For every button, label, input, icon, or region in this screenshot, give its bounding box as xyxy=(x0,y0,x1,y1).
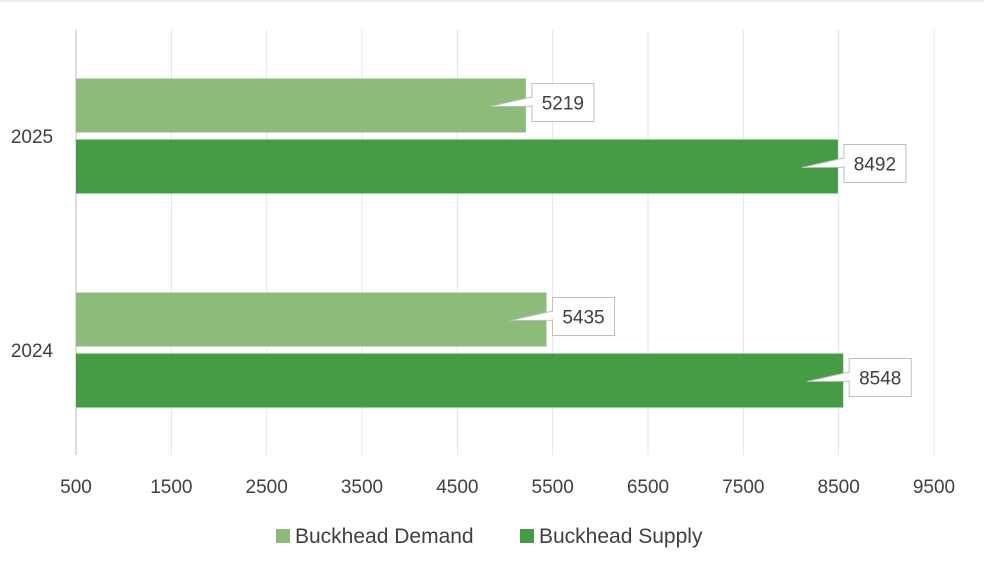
data-label-seam xyxy=(848,372,851,381)
legend: Buckhead Demand Buckhead Supply xyxy=(276,525,703,548)
bars xyxy=(76,78,844,408)
y-axis-category-labels: 2025 2024 xyxy=(11,127,54,362)
data-label-box xyxy=(843,144,907,183)
legend-swatch xyxy=(520,529,534,543)
x-tick-label: 5500 xyxy=(532,477,574,498)
x-tick-label: 3500 xyxy=(341,477,383,498)
x-tick-label: 6500 xyxy=(627,477,669,498)
data-label: 8492 xyxy=(801,144,907,183)
x-tick-label: 1500 xyxy=(150,477,192,498)
data-label: 5435 xyxy=(510,297,615,336)
legend-label: Buckhead Supply xyxy=(539,525,703,548)
bar xyxy=(76,139,838,194)
bar xyxy=(76,78,526,133)
x-tick-label: 7500 xyxy=(722,477,764,498)
x-tick-label: 8500 xyxy=(818,477,860,498)
x-tick-label: 4500 xyxy=(436,477,478,498)
legend-item: Buckhead Demand xyxy=(276,525,474,548)
x-tick-label: 500 xyxy=(60,477,92,498)
legend-item: Buckhead Supply xyxy=(520,525,703,548)
x-tick-label: 9500 xyxy=(913,477,955,498)
data-label-text: 8548 xyxy=(859,369,901,390)
bar xyxy=(76,353,844,408)
data-label-box xyxy=(531,83,595,122)
data-label: 5219 xyxy=(489,83,595,122)
legend-label: Buckhead Demand xyxy=(295,525,474,548)
data-label-seam xyxy=(843,158,846,167)
data-label-seam xyxy=(551,311,554,320)
data-label-seam xyxy=(531,97,534,106)
legend-swatch xyxy=(276,529,290,543)
data-labels: 5219 8492 5435 8548 xyxy=(489,83,912,397)
data-label-text: 8492 xyxy=(854,155,896,176)
y-category-label: 2025 xyxy=(11,127,53,148)
data-label-text: 5435 xyxy=(562,308,604,329)
data-label: 8548 xyxy=(807,358,912,397)
data-label-box xyxy=(551,297,615,336)
x-axis-tick-labels: 500 1500 2500 3500 4500 5500 6500 7500 8500 9500 xyxy=(60,477,955,498)
data-label-text: 5219 xyxy=(542,94,584,115)
y-category-label: 2024 xyxy=(11,341,54,362)
x-tick-label: 2500 xyxy=(246,477,288,498)
bar xyxy=(76,292,547,347)
